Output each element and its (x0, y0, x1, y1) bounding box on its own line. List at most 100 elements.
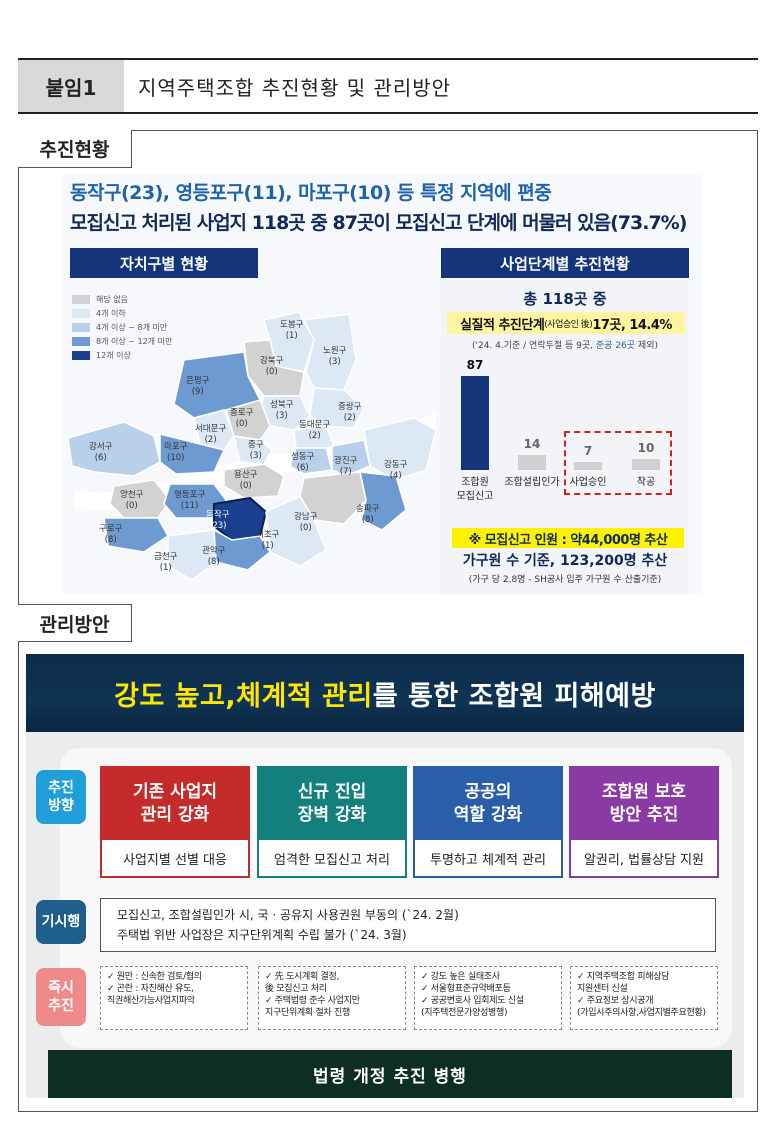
stage-bar (518, 454, 546, 470)
district-name: 동작구 (206, 510, 230, 520)
district-label: 중랑구 (2) (338, 402, 361, 424)
map-songpa (359, 471, 407, 531)
district-count: (4) (389, 471, 402, 481)
district-label: 노원구 (3) (323, 346, 346, 368)
legend-label: 8개 이상 ~ 12개 미만 (96, 336, 173, 346)
immediate-line: ✓ 공공변호사 입회제도 신설 (421, 996, 524, 1006)
immediate-box: ✓ 지역주택조합 피해상담 지원센터 신설 ✓ 주요정보 상시공개 (가입시주의사항… (570, 966, 718, 1030)
stage-actual-value: 17곳, 14.4% (592, 317, 672, 333)
district-label: 동대문구 (2) (299, 420, 330, 442)
district-name: 성북구 (270, 400, 294, 410)
direction-box: 기존 사업지 관리 강화 사업지별 선별 대응 (100, 766, 250, 878)
map-yongsan (223, 463, 285, 499)
stage-bar (632, 459, 660, 470)
legend-swatch (72, 294, 90, 304)
district-label: 금천구 (1) (154, 552, 177, 574)
immediate-line: 지구단위계획 절차 진행 (265, 1008, 350, 1018)
stage-bar-value: 14 (523, 436, 541, 451)
district-label: 성동구 (6) (291, 452, 314, 474)
district-label: 용산구 (0) (234, 470, 257, 492)
household-note: (가구 당 2.8명 - SH공사 입주 가구원 수 산출기준) (468, 575, 662, 585)
header-top-rule (18, 58, 758, 60)
district-name: 송파구 (356, 504, 380, 514)
direction-foot: 투명하고 체계적 관리 (430, 852, 546, 868)
district-label: 구로구 (8) (99, 524, 122, 546)
stage-bar-label: 조합원 모집신고 (456, 477, 494, 502)
attachment-tag: 붙임1 (18, 60, 124, 112)
map-seodaemun (193, 409, 235, 451)
district-label: 송파구 (8) (356, 504, 379, 526)
map-geumcheon (167, 529, 217, 581)
immediate-line: 직권해산가능사업지파악 (107, 996, 195, 1006)
map-title: 자치구별 현황 (70, 248, 258, 278)
stage-bar (461, 376, 489, 470)
district-name: 은평구 (186, 376, 210, 386)
status-headline-1: 동작구(23), 영등포구(11), 마포구(10) 등 특정 지역에 편중 (70, 182, 552, 204)
stage-bar-label: 착공 (636, 477, 656, 488)
legend-label: 해당 없음 (96, 294, 128, 304)
district-count: (0) (239, 481, 252, 491)
immediate-label: 즉시 추진 (36, 968, 86, 1026)
district-label: 강남구 (0) (294, 512, 317, 534)
district-count: (2) (308, 431, 321, 441)
gisi-line-1: 모집신고, 조합설립인가 시, 국 · 공유지 사용권원 부동의 (`24. 2… (117, 908, 459, 922)
district-count: (23) (209, 521, 227, 531)
district-label: 동작구 (23) (206, 510, 229, 532)
district-label: 강동구 (4) (384, 460, 407, 482)
district-name: 서초구 (256, 530, 280, 540)
district-name: 광진구 (334, 456, 358, 466)
management-banner: 강도 높고, 체계적 관리 를 통한 조합원 피해예방 (26, 654, 744, 732)
management-section-tab: 관리방안 (18, 604, 132, 642)
stage-note-prefix: ('24. 4.기준 / 연락두절 등 9곳, (471, 341, 596, 351)
immediate-box: ✓ 先 도시계획 결정, 後 모집신고 처리 ✓ 주택법령 준수 사업지만 지구단… (258, 966, 406, 1030)
stage-bar-label: 사업승인 (569, 477, 607, 488)
district-label: 중구 (3) (248, 440, 264, 462)
district-label: 도봉구 (1) (280, 320, 303, 342)
district-name: 강동구 (384, 460, 408, 470)
district-name: 노원구 (323, 346, 347, 356)
map-mapo (159, 433, 226, 475)
map-gangseo (67, 421, 161, 477)
district-name: 강남구 (294, 512, 318, 522)
immediate-line: (지주택전문가양성병행) (421, 1008, 508, 1018)
stage-bar (574, 462, 602, 470)
district-count: (2) (343, 413, 356, 423)
seoul-district-map (67, 311, 437, 581)
stage-actual-paren: (사업승인 後) (544, 319, 593, 330)
district-count: (0) (125, 501, 138, 511)
district-name: 구로구 (99, 524, 123, 534)
map-guro (103, 517, 169, 553)
district-name: 영등포구 (174, 490, 206, 500)
direction-head: 신규 진입 장벽 강화 (259, 768, 405, 840)
map-legend: 해당 없음 4개 이하 4개 이상 ~ 8개 미만 8개 이상 ~ 12개 미만 12개… (72, 292, 172, 362)
district-name: 강북구 (260, 356, 284, 366)
stage-bar-value: 10 (637, 441, 655, 456)
direction-box: 신규 진입 장벽 강화 엄격한 모집신고 처리 (257, 766, 407, 878)
district-label: 양천구 (0) (120, 490, 143, 512)
direction-foot: 알권리, 법률상담 지원 (583, 852, 705, 868)
gisi-box: 모집신고, 조합설립인가 시, 국 · 공유지 사용권원 부동의 (`24. 2… (100, 898, 716, 952)
district-count: (1) (261, 541, 274, 551)
district-label: 마포구 (10) (164, 442, 187, 464)
district-name: 마포구 (164, 442, 188, 452)
district-label: 강서구 (6) (89, 442, 112, 464)
district-count: (7) (339, 467, 352, 477)
district-count: (3) (328, 357, 341, 367)
immediate-line: ✓ 곤란 : 자진해산 유도, (107, 984, 194, 994)
district-count: (11) (180, 501, 199, 511)
district-count: (0) (235, 419, 248, 429)
district-name: 중랑구 (338, 402, 362, 412)
legend-item: 12개 이상 (72, 348, 172, 362)
direction-head: 조합원 보호 방안 추진 (571, 768, 717, 840)
district-name: 종로구 (230, 408, 254, 418)
stage-note: ('24. 4.기준 / 연락두절 등 9곳, 준공 26곳 제외) (441, 338, 689, 351)
map-gangbuk (243, 339, 305, 397)
highlight-dashed-box (564, 431, 672, 495)
immediate-line: 지원센터 신설 (577, 984, 628, 994)
district-label: 성북구 (3) (270, 400, 293, 422)
stage-actual: 실질적 추진단계 (사업승인 後) 17곳, 14.4% (447, 312, 685, 334)
district-count: (10) (167, 453, 185, 463)
district-count: (3) (249, 451, 262, 461)
status-section-tab: 추진현황 (18, 130, 132, 168)
